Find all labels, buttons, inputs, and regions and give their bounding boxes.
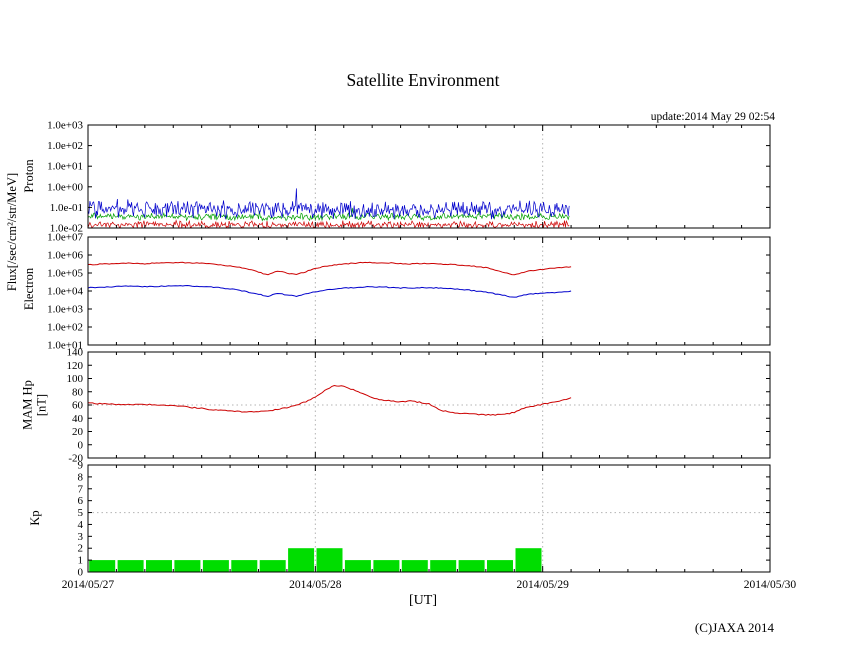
electron-panel: 1.0e+07 1.0e+06 1.0e+05 1.0e+04 1.0e+03 1.0e+… [47, 232, 771, 352]
kp-bar [231, 560, 258, 572]
proton-flux-blue [87, 188, 570, 220]
kp-bar [344, 560, 371, 572]
electron-flux-red [87, 261, 572, 276]
kp-ytick-label: 0 [78, 567, 84, 579]
mam-hp-ytick-label: -20 [68, 453, 83, 465]
proton-flux-green [87, 207, 570, 222]
proton-ytick-label: 1.0e+03 [47, 120, 83, 132]
kp-bar [288, 548, 315, 572]
proton-ytick-label: 1.0e+02 [47, 140, 83, 152]
kp-bar [487, 560, 513, 572]
kp-bar [373, 560, 400, 572]
kp-ytick-label: 9 [78, 460, 84, 472]
x-axis-labels: 2014/05/27 2014/05/28 2014/05/29 2014/05/30 [62, 579, 797, 591]
kp-ytick-label: 8 [78, 471, 84, 483]
kp-frame [87, 464, 771, 573]
proton-panel: 1.0e+03 1.0e+02 1.0e+01 1.0e+00 1.0e-01 1.0e-… [47, 120, 771, 235]
kp-bar [89, 560, 116, 572]
kp-ytick-label: 7 [78, 483, 84, 495]
mam-hp-ytick-label: 120 [67, 360, 84, 372]
kp-bar [316, 548, 343, 572]
electron-ytick-label: 1.0e+02 [47, 322, 83, 334]
electron-frame [87, 236, 771, 346]
proton-ytick-label: 1.0e+01 [47, 161, 83, 173]
electron-ytick-label: 1.0e+04 [47, 286, 83, 298]
kp-bar [259, 560, 286, 572]
mam-hp-ytick-label: 40 [72, 413, 84, 425]
electron-flux-blue [87, 284, 572, 298]
kp-bar [430, 560, 457, 572]
hp-field-red [87, 384, 572, 416]
electron-ytick-label: 1.0e+06 [47, 250, 83, 262]
mam-hp-ytick-label: 80 [72, 386, 84, 398]
update-timestamp: update:2014 May 29 02:54 [650, 111, 775, 123]
mam-hp-ytick-label: 0 [78, 439, 84, 451]
kp-bar [146, 560, 172, 572]
mam-hp-ytick-label: 60 [72, 400, 84, 412]
mam-hp-ytick-label: 100 [67, 373, 84, 385]
x-axis-title: [UT] [409, 593, 437, 608]
electron-ytick-label: 1.0e+03 [47, 304, 83, 316]
kp-bar [515, 548, 542, 572]
kp-ytick-label: 3 [78, 531, 84, 543]
mam-hp-ytick-label: 140 [67, 347, 84, 359]
proton-ytick-label: 1.0e-02 [50, 223, 83, 235]
mam-hp-frame [87, 351, 771, 459]
electron-ytick-label: 1.0e+07 [47, 232, 83, 244]
kp-bar [117, 560, 144, 572]
electron-ytick-label: 1.0e+05 [47, 268, 83, 280]
x-tick-label: 2014/05/28 [289, 579, 342, 591]
kp-bar [458, 560, 485, 572]
copyright-text: (C)JAXA 2014 [694, 620, 774, 635]
kp-bar [202, 560, 229, 572]
electron-ytick-label: 1.0e+01 [47, 340, 83, 352]
mam-hp-ytick-label: 20 [72, 426, 84, 438]
proton-frame [87, 124, 771, 229]
kp-ytick-label: 1 [78, 555, 84, 567]
kp-ytick-label: 5 [78, 507, 84, 519]
proton-ytick-label: 1.0e-01 [50, 202, 83, 214]
kp-ytick-label: 6 [78, 495, 84, 507]
x-tick-label: 2014/05/30 [744, 579, 797, 591]
proton-flux-red [87, 219, 570, 229]
kp-ytick-label: 2 [78, 543, 84, 555]
proton-ytick-label: 1.0e+00 [47, 181, 83, 193]
x-tick-label: 2014/05/29 [516, 579, 569, 591]
kp-bar [174, 560, 201, 572]
kp-bar [401, 560, 428, 572]
page-title: Satellite Environment [346, 70, 500, 90]
kp-ytick-label: 4 [78, 519, 84, 531]
x-tick-label: 2014/05/27 [62, 579, 115, 591]
